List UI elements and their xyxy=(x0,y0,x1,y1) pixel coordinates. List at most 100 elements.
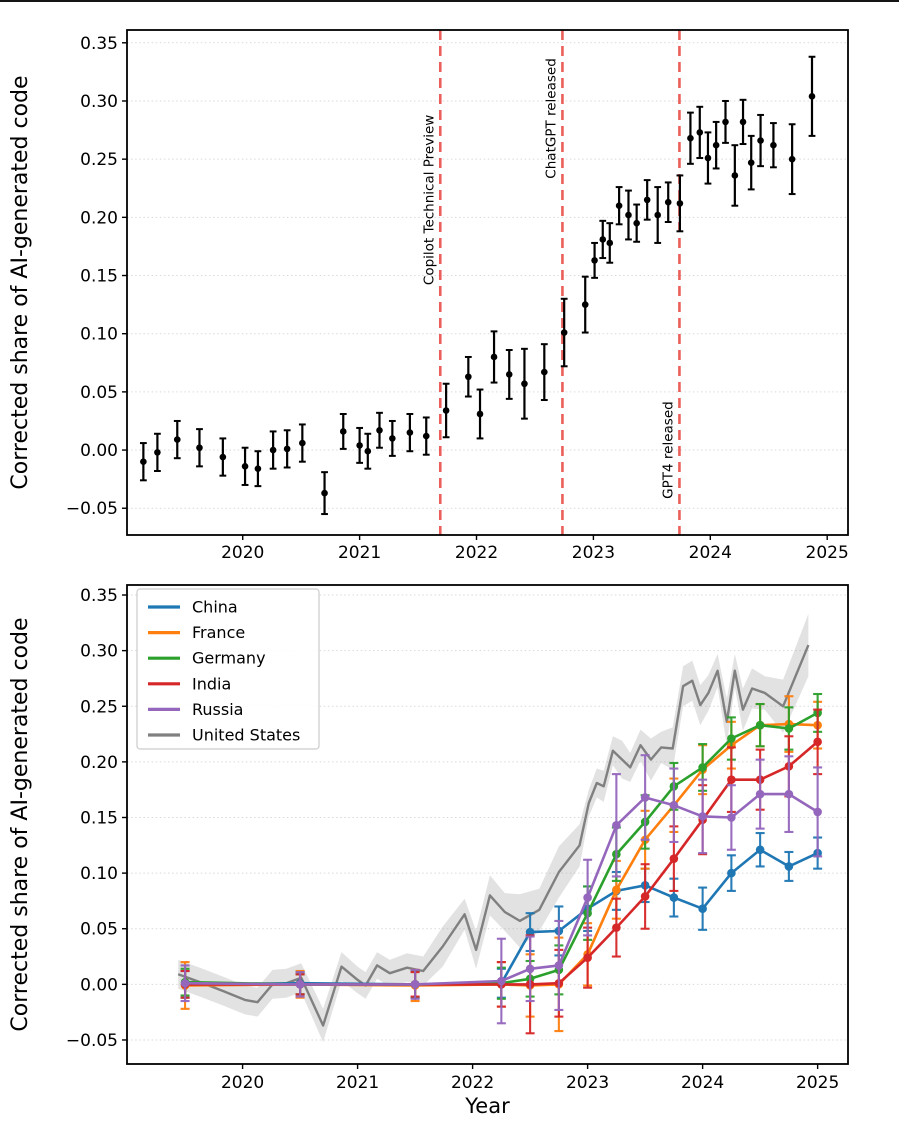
y-tick-label: 0.05 xyxy=(80,920,118,940)
legend-label-india: India xyxy=(192,674,231,693)
data-point xyxy=(541,368,548,376)
y-tick-label: 0.20 xyxy=(80,208,118,228)
data-point xyxy=(581,301,589,308)
data-point-india xyxy=(640,892,650,901)
data-point xyxy=(788,155,796,163)
data-point xyxy=(406,429,414,436)
data-point xyxy=(476,410,484,418)
data-point-china xyxy=(525,927,535,937)
data-point xyxy=(599,236,607,243)
data-point-germany xyxy=(784,724,794,733)
data-point-india xyxy=(669,854,679,863)
data-point-china xyxy=(727,868,736,878)
y-tick-label: 0.10 xyxy=(80,864,118,884)
data-point xyxy=(808,93,816,100)
data-point xyxy=(606,239,614,247)
data-point xyxy=(422,432,430,440)
legend-box xyxy=(136,588,320,750)
data-point-russia xyxy=(698,812,707,821)
data-point xyxy=(254,465,262,472)
x-tick-label: 2025 xyxy=(806,543,849,563)
data-point xyxy=(696,129,704,136)
data-point xyxy=(615,202,623,210)
legend-label-russia: Russia xyxy=(192,700,243,719)
data-point-france xyxy=(612,885,621,895)
y-tick-label: 0.10 xyxy=(80,325,118,345)
data-point xyxy=(676,200,684,207)
data-point xyxy=(643,196,651,204)
y-axis-label: Corrected share of AI-generated code xyxy=(8,617,33,1031)
data-point-india xyxy=(583,953,592,962)
data-point xyxy=(739,118,747,126)
y-tick-label: 0.25 xyxy=(80,150,118,170)
y-tick-label: 0.05 xyxy=(80,383,118,403)
y-tick-label: 0.20 xyxy=(80,753,118,773)
data-point xyxy=(633,219,640,227)
data-point xyxy=(712,141,720,149)
data-point-india xyxy=(727,775,736,784)
page-top-border xyxy=(0,0,899,2)
data-point xyxy=(625,211,632,219)
data-point xyxy=(722,118,729,126)
data-point-russia xyxy=(497,976,506,986)
data-point xyxy=(490,353,498,361)
data-point-india xyxy=(813,737,822,747)
data-point xyxy=(339,428,347,435)
y-tick-label: 0.35 xyxy=(80,34,118,54)
y-tick-label: 0.00 xyxy=(80,441,118,461)
data-point xyxy=(283,445,291,453)
y-tick-label: 0.30 xyxy=(80,642,118,662)
y-tick-label: 0.00 xyxy=(80,975,118,995)
data-point xyxy=(442,407,450,414)
data-point xyxy=(140,458,147,465)
event-vline-label: Copilot Technical Preview xyxy=(421,115,437,285)
event-vline-label: ChatGPT released xyxy=(543,58,559,179)
x-tick-label: 2022 xyxy=(455,543,498,563)
data-point xyxy=(196,444,203,452)
data-point-russia xyxy=(180,978,190,988)
data-point xyxy=(241,463,249,470)
x-axis-label: Year xyxy=(464,1094,510,1118)
axes-spines xyxy=(126,584,849,1065)
data-point xyxy=(664,198,672,206)
data-point-germany xyxy=(727,734,736,743)
data-point-russia xyxy=(784,789,794,799)
x-tick-label: 2020 xyxy=(221,543,264,563)
data-point xyxy=(731,172,739,179)
data-point-germany xyxy=(698,763,707,772)
data-point xyxy=(376,426,383,434)
x-tick-label: 2021 xyxy=(338,543,381,563)
y-tick-label: 0.25 xyxy=(80,697,118,717)
y-axis-label: Corrected share of AI-generated code xyxy=(8,75,33,489)
data-point xyxy=(173,436,181,443)
legend: China France Germany India Russia United Stat… xyxy=(136,588,320,750)
x-tick-label: 2024 xyxy=(681,1073,724,1093)
x-tick-label: 2022 xyxy=(451,1073,494,1093)
data-point-russia xyxy=(640,793,650,802)
data-point-china xyxy=(784,862,794,871)
data-point xyxy=(219,453,227,461)
data-point xyxy=(747,159,755,166)
data-point-china xyxy=(669,893,679,902)
data-point xyxy=(321,489,328,497)
axes-spines xyxy=(126,29,849,536)
data-point xyxy=(704,154,712,162)
legend-label-united-states: United States xyxy=(192,726,300,745)
y-tick-label: −0.05 xyxy=(66,1031,118,1051)
data-point xyxy=(654,211,661,219)
data-point xyxy=(521,380,528,388)
data-point-india xyxy=(612,923,621,932)
x-tick-label: 2021 xyxy=(336,1073,379,1093)
data-point xyxy=(356,442,363,449)
data-point xyxy=(687,134,694,142)
x-tick-label: 2023 xyxy=(566,1073,609,1093)
data-point-russia xyxy=(813,807,822,817)
y-tick-label: 0.15 xyxy=(80,267,118,287)
data-point-russia xyxy=(554,961,564,970)
data-point xyxy=(154,449,161,456)
data-point-russia xyxy=(755,789,765,799)
x-tick-label: 2023 xyxy=(572,543,615,563)
x-tick-label: 2024 xyxy=(689,543,732,563)
